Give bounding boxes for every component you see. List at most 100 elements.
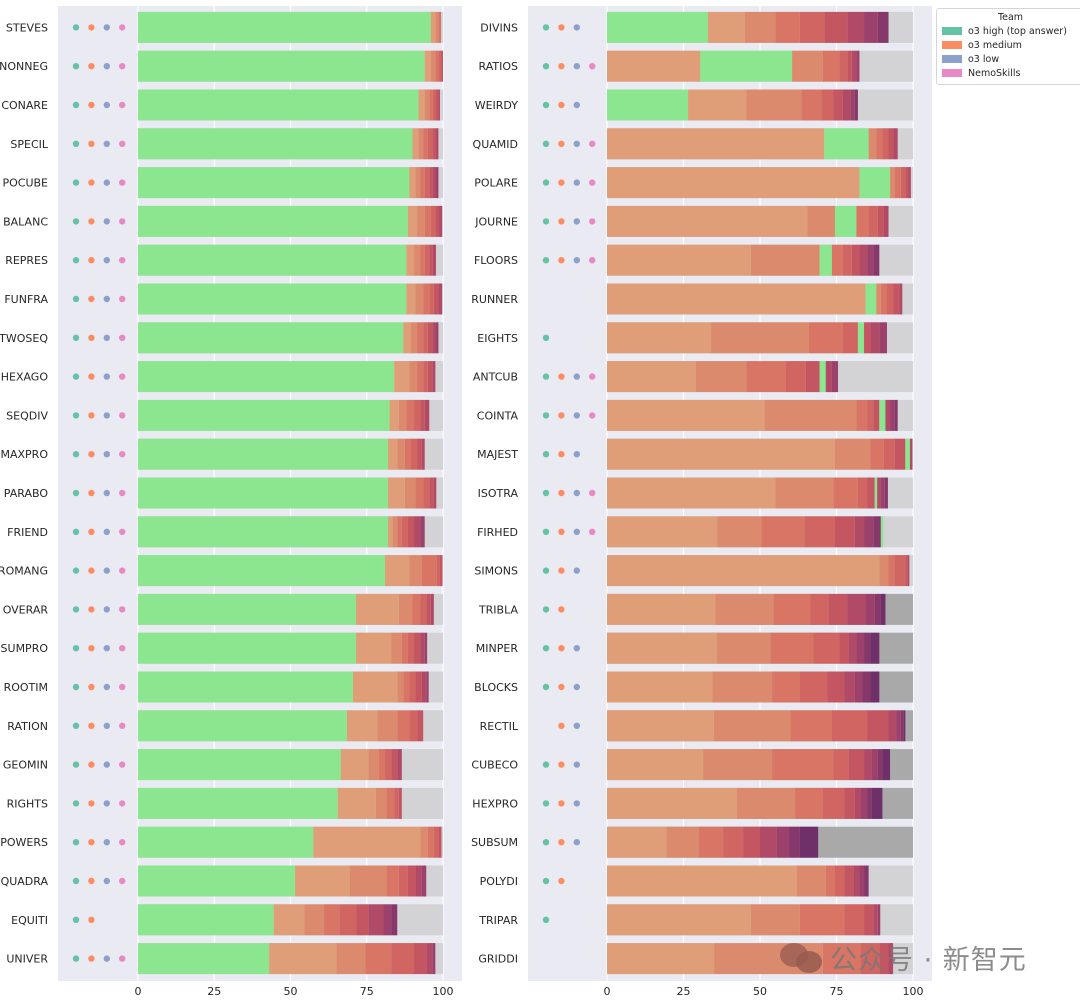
bar-segment <box>905 555 908 587</box>
team-dot-o3-high <box>542 567 550 574</box>
bar-segment <box>420 167 425 199</box>
bar-segment <box>433 477 437 509</box>
bar-segment <box>424 50 431 82</box>
legend-swatch <box>942 27 962 35</box>
team-dot-o3-medium <box>88 489 95 497</box>
bar-segment <box>833 89 843 121</box>
team-dot-o3-medium <box>88 373 95 380</box>
row-label: WEIRDY <box>475 99 519 112</box>
row-label: RATIOS <box>479 60 518 73</box>
bar-segment <box>896 710 901 742</box>
row-label: MAXPRO <box>1 448 49 461</box>
team-dot-o3-high <box>542 62 550 70</box>
row-label: PARABO <box>4 487 49 500</box>
bar-segment <box>438 11 440 43</box>
team-dot-o3-medium <box>558 257 565 264</box>
team-dot-o3-low <box>573 567 580 574</box>
team-dot-o3-high <box>72 218 80 225</box>
team-dot-o3-low <box>103 218 111 225</box>
bar-segment <box>430 50 436 82</box>
row-label: TRIPAR <box>478 914 518 927</box>
bar-segment <box>397 671 404 703</box>
bar-segment <box>873 904 878 936</box>
bar-segment-correct <box>138 826 314 858</box>
team-dot-nemoskills <box>119 218 126 225</box>
bar-row-runner: RUNNER <box>471 283 913 315</box>
bar-segment <box>717 632 771 664</box>
bar-segment <box>834 438 871 470</box>
bar-segment <box>429 477 434 509</box>
team-dot-o3-high <box>72 295 80 303</box>
legend-item-o3-high: o3 high (top answer) <box>942 24 1079 38</box>
bar-row-hexago: HEXAGO <box>1 361 443 393</box>
bar-segment <box>417 205 425 237</box>
bar-segment <box>421 671 427 703</box>
bar-segment <box>356 632 392 664</box>
team-dot-nemoskills <box>119 606 126 613</box>
team-dot-o3-high <box>542 645 550 652</box>
bar-row-nonneg: NONNEG <box>0 50 443 82</box>
bar-row-balanc: BALANC <box>3 205 443 237</box>
bar-segment <box>773 593 811 625</box>
bar-segment <box>792 50 823 82</box>
bar-row-rootim: ROOTIM <box>4 671 443 703</box>
x-tick-label: 25 <box>677 985 691 998</box>
bar-segment <box>398 787 402 819</box>
bar-segment <box>775 477 834 509</box>
bar-segment <box>854 787 861 819</box>
bar-segment <box>441 50 443 82</box>
bar-segment <box>870 671 880 703</box>
legend-label: o3 low <box>968 53 1000 65</box>
bar-segment <box>435 50 440 82</box>
bar-segment <box>435 128 439 160</box>
bar-segment <box>415 283 424 315</box>
bar-segment <box>432 943 436 975</box>
bar-segment <box>356 904 369 936</box>
bar-segment <box>856 632 865 664</box>
bar-segment <box>433 283 439 315</box>
bar-segment <box>893 283 900 315</box>
bar-segment-correct <box>880 516 884 548</box>
bar-segment <box>429 89 433 121</box>
bar-segment <box>864 11 878 43</box>
x-tick-label: 50 <box>284 985 298 998</box>
team-dot-o3-high <box>542 412 550 419</box>
bar-segment <box>423 128 428 160</box>
team-dot-o3-low <box>103 800 111 807</box>
bar-segment-correct <box>138 244 407 276</box>
bar-segment <box>607 904 751 936</box>
team-dot-o3-medium <box>88 916 95 923</box>
bar-row-eights: EIGHTS <box>477 322 913 354</box>
team-dot-o3-low <box>103 179 111 186</box>
legend-swatch <box>942 55 962 63</box>
bar-segment <box>438 89 440 121</box>
bar-segment <box>848 632 857 664</box>
bar-segment-correct <box>138 671 354 703</box>
bar-row-simons: SIMONS <box>474 555 913 587</box>
bar-segment <box>269 943 337 975</box>
team-dot-o3-low <box>103 295 111 303</box>
bar-segment <box>879 555 889 587</box>
team-dot-nemoskills <box>589 489 596 497</box>
bar-segment-correct <box>857 322 865 354</box>
bar-segment <box>356 593 399 625</box>
bar-segment <box>880 593 886 625</box>
bar-segment <box>842 322 858 354</box>
row-label: BALANC <box>3 215 48 228</box>
bar-segment <box>712 671 773 703</box>
bar-segment <box>772 749 834 781</box>
team-dot-o3-high <box>72 683 80 691</box>
team-dot-o3-medium <box>558 839 565 846</box>
bar-segment <box>853 865 860 897</box>
team-dot-o3-low <box>103 528 111 535</box>
x-tick-label: 100 <box>433 985 454 998</box>
bar-segment <box>435 205 440 237</box>
bar-segment <box>822 50 840 82</box>
row-label: OVERAR <box>3 603 49 616</box>
bar-segment <box>865 593 875 625</box>
team-dot-o3-medium <box>558 24 565 31</box>
bar-segment <box>417 710 424 742</box>
team-dot-o3-high <box>72 373 80 380</box>
bar-segment <box>407 632 415 664</box>
bar-segment <box>883 438 895 470</box>
